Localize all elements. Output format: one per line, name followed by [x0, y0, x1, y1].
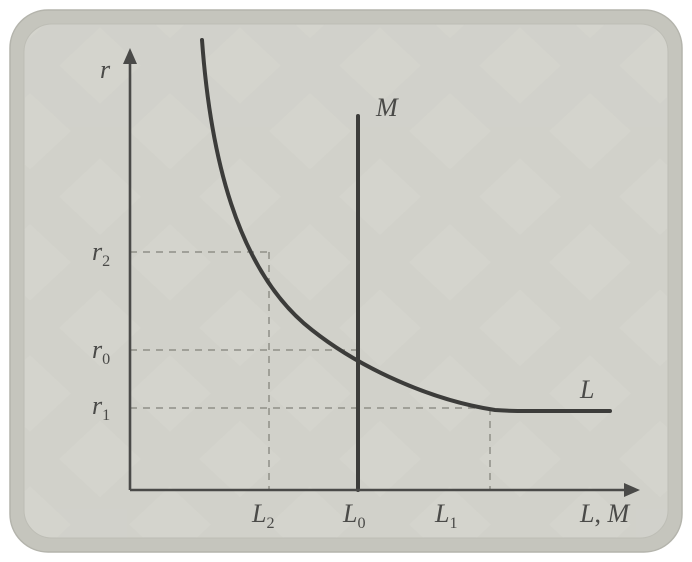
M-curve-label: M: [375, 93, 399, 122]
economics-diagram: rMLr2r0r1L2L0L1L, M: [0, 0, 692, 562]
x-axis-label: L, M: [579, 499, 630, 528]
y-axis-label: r: [100, 55, 111, 84]
L-curve-label: L: [579, 375, 594, 404]
chart-container: rMLr2r0r1L2L0L1L, M: [0, 0, 692, 562]
